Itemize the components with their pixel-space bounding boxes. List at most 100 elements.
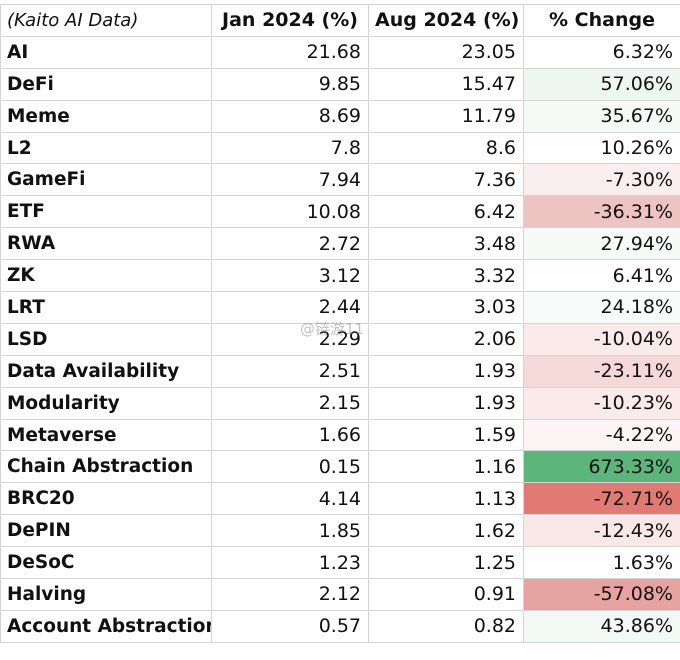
table-row: RWA 2.72 3.48 27.94% [0, 227, 680, 261]
change-cell: 27.94% [523, 227, 680, 261]
category-cell: Metaverse [0, 418, 212, 452]
jan-cell: 9.85 [211, 67, 369, 101]
aug-cell: 1.59 [368, 418, 524, 452]
table-row: L2 7.8 8.6 10.26% [0, 131, 680, 165]
table-row: GameFi 7.94 7.36 -7.30% [0, 163, 680, 197]
table-row: DeSoC 1.23 1.25 1.63% [0, 546, 680, 580]
aug-cell: 8.6 [368, 131, 524, 165]
table-row: DePIN 1.85 1.62 -12.43% [0, 514, 680, 548]
change-cell: 24.18% [523, 291, 680, 324]
category-cell: BRC20 [0, 482, 212, 516]
change-cell: 1.63% [523, 546, 680, 580]
aug-cell: 7.36 [368, 163, 524, 197]
table-row: BRC20 4.14 1.13 -72.71% [0, 482, 680, 516]
aug-cell: 15.47 [368, 67, 524, 101]
category-cell: RWA [0, 227, 212, 261]
aug-cell: 1.62 [368, 514, 524, 548]
jan-header: Jan 2024 (%) [211, 4, 369, 37]
aug-header: Aug 2024 (%) [368, 4, 524, 37]
aug-cell: 3.32 [368, 259, 524, 293]
jan-cell: 10.08 [211, 195, 369, 229]
change-cell: 673.33% [523, 450, 680, 484]
aug-cell: 1.93 [368, 354, 524, 388]
table-row: Chain Abstraction 0.15 1.16 673.33% [0, 450, 680, 484]
aug-cell: 0.82 [368, 609, 524, 643]
jan-cell: 8.69 [211, 99, 369, 133]
table-row: AI 21.68 23.05 6.32% [0, 35, 680, 69]
jan-cell: 7.94 [211, 163, 369, 197]
change-cell: 43.86% [523, 609, 680, 643]
category-cell: DeFi [0, 67, 212, 101]
category-cell: LSD [0, 322, 212, 356]
jan-cell: 2.29 [211, 322, 369, 356]
aug-cell: 1.25 [368, 546, 524, 580]
jan-cell: 0.15 [211, 450, 369, 484]
category-cell: ZK [0, 259, 212, 293]
jan-cell: 2.51 [211, 354, 369, 388]
jan-cell: 1.23 [211, 546, 369, 580]
table-row: Account Abstraction 0.57 0.82 43.86% [0, 609, 680, 643]
jan-cell: 0.57 [211, 609, 369, 643]
jan-cell: 2.15 [211, 386, 369, 420]
category-cell: ETF [0, 195, 212, 229]
category-cell: LRT [0, 291, 212, 324]
jan-cell: 2.12 [211, 578, 369, 611]
change-cell: -10.04% [523, 322, 680, 356]
aug-cell: 2.06 [368, 322, 524, 356]
category-cell: Chain Abstraction [0, 450, 212, 484]
aug-cell: 1.16 [368, 450, 524, 484]
table-row: LSD 2.29 2.06 -10.04% [0, 322, 680, 356]
category-cell: Meme [0, 99, 212, 133]
change-cell: -23.11% [523, 354, 680, 388]
change-cell: -7.30% [523, 163, 680, 197]
category-cell: GameFi [0, 163, 212, 197]
category-cell: AI [0, 35, 212, 69]
table-row: DeFi 9.85 15.47 57.06% [0, 67, 680, 101]
table-row: Metaverse 1.66 1.59 -4.22% [0, 418, 680, 452]
aug-cell: 11.79 [368, 99, 524, 133]
jan-cell: 7.8 [211, 131, 369, 165]
jan-cell: 2.72 [211, 227, 369, 261]
change-cell: -36.31% [523, 195, 680, 229]
table-row: ETF 10.08 6.42 -36.31% [0, 195, 680, 229]
change-cell: -4.22% [523, 418, 680, 452]
source-header: (Kaito AI Data) [0, 4, 212, 37]
table-row: Meme 8.69 11.79 35.67% [0, 99, 680, 133]
aug-cell: 6.42 [368, 195, 524, 229]
jan-cell: 4.14 [211, 482, 369, 516]
table-row: Modularity 2.15 1.93 -10.23% [0, 386, 680, 420]
data-table: (Kaito AI Data) Jan 2024 (%) Aug 2024 (%… [0, 4, 680, 643]
aug-cell: 1.93 [368, 386, 524, 420]
aug-cell: 1.13 [368, 482, 524, 516]
category-cell: DePIN [0, 514, 212, 548]
change-cell: 35.67% [523, 99, 680, 133]
change-cell: -10.23% [523, 386, 680, 420]
jan-cell: 3.12 [211, 259, 369, 293]
table-row: Halving 2.12 0.91 -57.08% [0, 578, 680, 611]
change-cell: -57.08% [523, 578, 680, 611]
change-header: % Change [523, 4, 680, 37]
category-cell: Halving [0, 578, 212, 611]
category-cell: L2 [0, 131, 212, 165]
aug-cell: 3.03 [368, 291, 524, 324]
category-cell: Data Availability [0, 354, 212, 388]
aug-cell: 3.48 [368, 227, 524, 261]
category-cell: Account Abstraction [0, 609, 212, 643]
change-cell: 10.26% [523, 131, 680, 165]
change-cell: 6.41% [523, 259, 680, 293]
header-row: (Kaito AI Data) Jan 2024 (%) Aug 2024 (%… [0, 4, 680, 37]
jan-cell: 1.85 [211, 514, 369, 548]
change-cell: 6.32% [523, 35, 680, 69]
aug-cell: 23.05 [368, 35, 524, 69]
category-cell: Modularity [0, 386, 212, 420]
table-row: LRT 2.44 3.03 24.18% [0, 291, 680, 324]
change-cell: -72.71% [523, 482, 680, 516]
change-cell: -12.43% [523, 514, 680, 548]
table-row: ZK 3.12 3.32 6.41% [0, 259, 680, 293]
category-cell: DeSoC [0, 546, 212, 580]
jan-cell: 2.44 [211, 291, 369, 324]
aug-cell: 0.91 [368, 578, 524, 611]
jan-cell: 21.68 [211, 35, 369, 69]
table-row: Data Availability 2.51 1.93 -23.11% [0, 354, 680, 388]
jan-cell: 1.66 [211, 418, 369, 452]
